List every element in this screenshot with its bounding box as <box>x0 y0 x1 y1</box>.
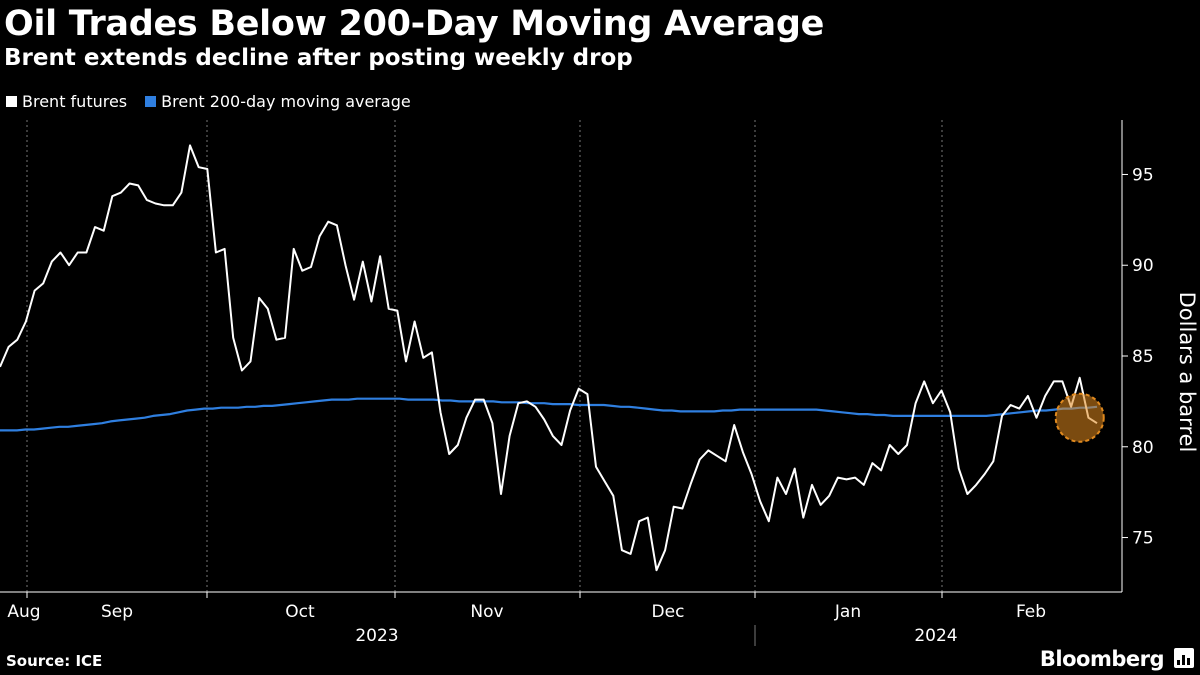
year-label-2023: 2023 <box>355 626 398 646</box>
month-label-oct: Oct <box>285 602 315 622</box>
month-label-feb: Feb <box>1016 602 1046 622</box>
bloomberg-terminal-icon <box>1174 648 1194 668</box>
y-axis-title: Dollars a barrel <box>1175 292 1199 453</box>
legend-item-brent-futures: Brent futures <box>6 92 127 111</box>
y-tick-label-85: 85 <box>1132 347 1154 367</box>
latest-value-highlight <box>1054 392 1105 443</box>
month-label-jan: Jan <box>834 602 861 622</box>
legend-item-moving-average: Brent 200-day moving average <box>145 92 411 111</box>
source-note: Source: ICE <box>6 652 103 670</box>
legend-swatch-brent-futures <box>6 96 17 107</box>
chart-subtitle: Brent extends decline after posting week… <box>4 45 633 71</box>
chart-title: Oil Trades Below 200-Day Moving Average <box>4 4 825 44</box>
month-label-sep: Sep <box>101 602 133 622</box>
month-label-dec: Dec <box>652 602 685 622</box>
chart-legend: Brent futures Brent 200-day moving avera… <box>6 92 411 111</box>
y-tick-label-80: 80 <box>1132 438 1154 458</box>
legend-label-moving-average: Brent 200-day moving average <box>161 92 411 111</box>
legend-swatch-moving-average <box>145 96 157 107</box>
month-label-nov: Nov <box>470 602 503 622</box>
year-label-2024: 2024 <box>914 626 957 646</box>
brand-logo: Bloomberg <box>1039 647 1165 671</box>
series-line-moving-average <box>0 397 1098 432</box>
y-tick-label-75: 75 <box>1132 529 1154 549</box>
legend-label-brent-futures: Brent futures <box>22 92 128 111</box>
month-label-aug: Aug <box>7 602 40 622</box>
y-tick-label-95: 95 <box>1132 165 1154 185</box>
series-line-brent-futures <box>0 144 1098 572</box>
y-tick-label-90: 90 <box>1132 256 1154 276</box>
